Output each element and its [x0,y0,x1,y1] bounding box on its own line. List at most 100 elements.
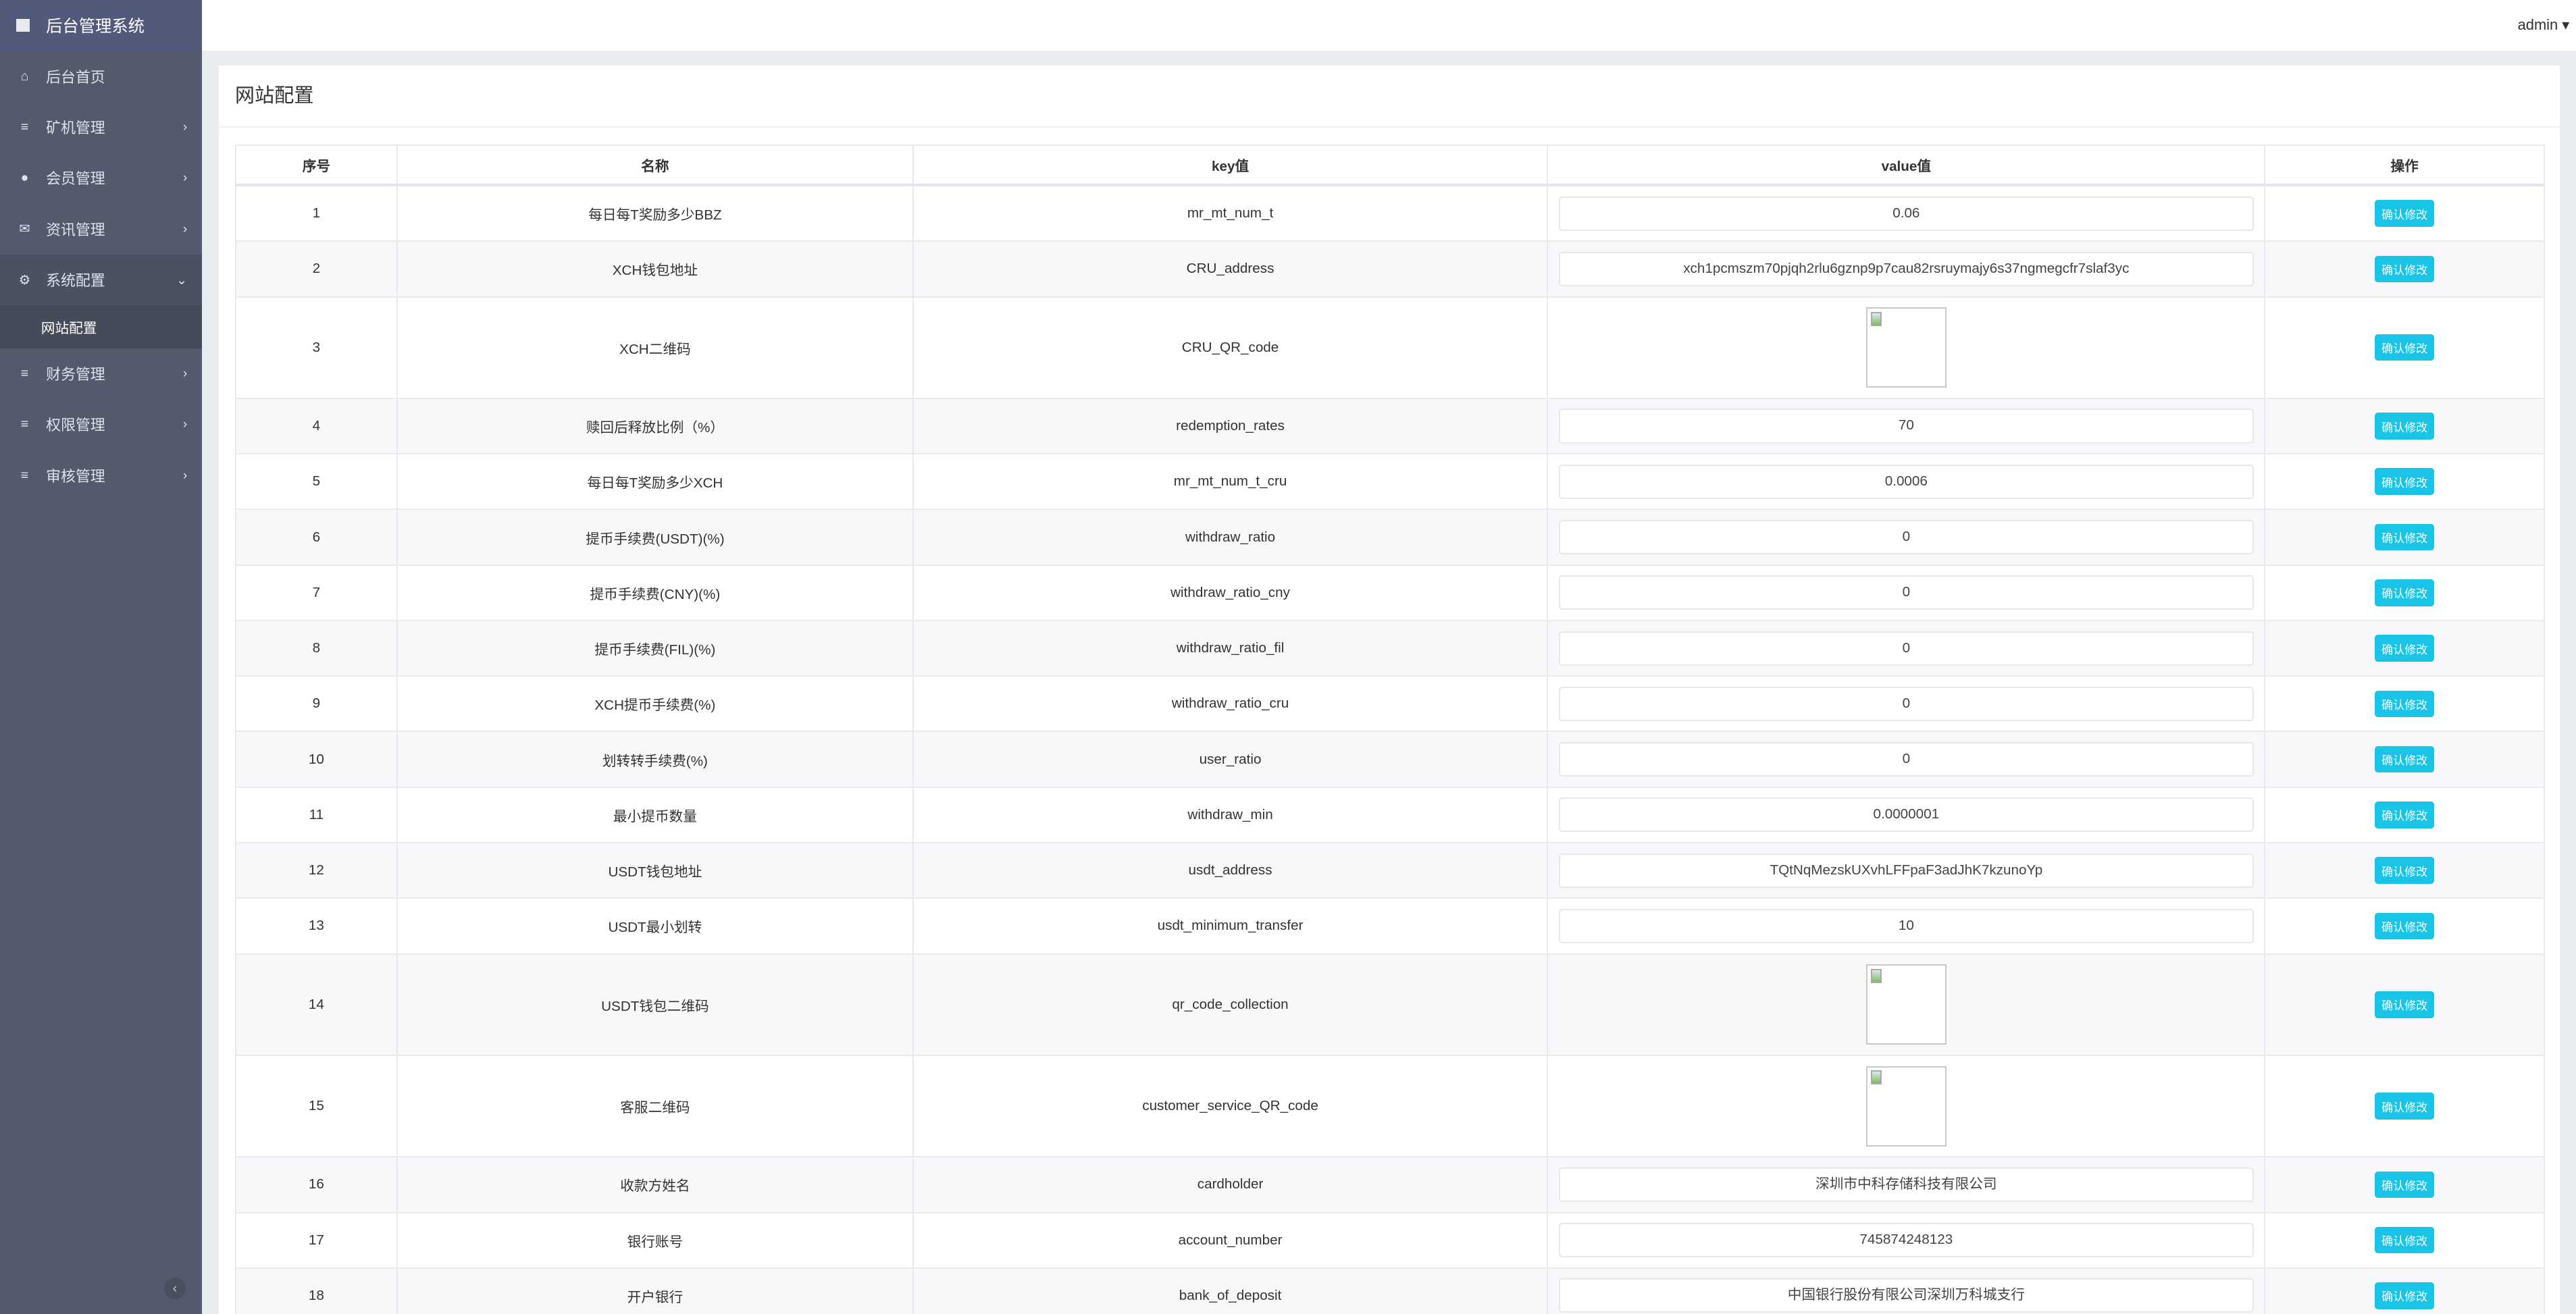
sidebar-item-0[interactable]: ⌂ 后台首页 [0,51,202,101]
row-action: 确认修改 [2264,296,2545,399]
row-key: customer_service_QR_code [912,1054,1549,1158]
row-key: bank_of_deposit [912,1267,1549,1314]
row-action: 确认修改 [2264,240,2545,298]
confirm-edit-button[interactable]: 确认修改 [2375,635,2434,662]
sidebar-subitem-website-config[interactable]: 网站配置 [0,305,203,348]
app-title: 后台管理系统 [46,18,145,36]
row-number: 1 [234,184,398,242]
value-input[interactable]: 10 [1558,908,2254,943]
chevron-right-icon: › [182,467,188,483]
row-name: 客服二维码 [396,1054,914,1158]
value-input[interactable]: 70 [1558,409,2254,444]
header-row: 序号 名称 key值 value值 操作 [234,144,2545,186]
confirm-edit-button[interactable]: 确认修改 [2375,991,2434,1018]
collapse-sidebar-button[interactable]: ‹ [164,1278,186,1300]
sidebar-item-1[interactable]: ≡ 矿机管理 › [0,102,202,153]
confirm-edit-button[interactable]: 确认修改 [2375,523,2434,551]
value-input[interactable]: 0 [1558,520,2254,555]
value-input[interactable]: 745874248123 [1558,1223,2254,1258]
row-key: withdraw_ratio_fil [912,619,1549,677]
brand: 后台管理系统 [0,0,203,51]
sidebar-item-label: 资讯管理 [46,221,105,238]
sidebar-item-6[interactable]: ≡ 权限管理 › [0,399,202,450]
row-action: 确认修改 [2264,397,2545,455]
sidebar-item-4[interactable]: ⚙ 系统配置 ⌄ [0,254,203,306]
confirm-edit-button[interactable]: 确认修改 [2375,334,2434,361]
confirm-edit-button[interactable]: 确认修改 [2375,690,2434,718]
broken-image-icon [1870,968,1882,983]
row-number: 8 [234,619,398,677]
row-action: 确认修改 [2264,675,2545,733]
confirm-edit-button[interactable]: 确认修改 [2375,468,2434,496]
row-key: redemption_rates [912,397,1549,455]
confirm-edit-button[interactable]: 确认修改 [2375,413,2434,440]
confirm-edit-button[interactable]: 确认修改 [2375,857,2434,884]
row-value-cell: 70 [1547,397,2266,455]
row-number: 4 [234,397,398,455]
confirm-edit-button[interactable]: 确认修改 [2375,745,2434,773]
broken-image-icon [1870,1070,1882,1085]
row-name: USDT钱包二维码 [396,953,914,1056]
row-name: 提币手续费(USDT)(%) [396,508,914,566]
row-key: account_number [912,1211,1549,1269]
config-table: 序号 名称 key值 value值 操作 1 每日每T奖励多少BBZ mr_mt_num_t… [234,144,2545,1314]
value-input[interactable]: TQtNqMezskUXvhLFFpaF3adJhK7kzunoYp [1558,853,2254,888]
row-name: USDT钱包地址 [396,842,914,899]
row-name: 开户银行 [396,1267,914,1314]
sidebar-item-label: 审核管理 [46,467,105,485]
confirm-edit-button[interactable]: 确认修改 [2375,1226,2434,1254]
value-input[interactable]: 0.0006 [1558,464,2254,499]
value-input[interactable]: xch1pcmszm70pjqh2rlu6gznp9p7cau82rsruyma… [1558,251,2254,286]
row-key: withdraw_ratio_cru [912,675,1549,733]
row-number: 6 [234,508,398,566]
row-action: 确认修改 [2264,1156,2545,1213]
row-value-cell: 0 [1547,675,2266,733]
table-row: 14 USDT钱包二维码 qr_code_collection 确认修改 [234,953,2545,1056]
user-menu[interactable]: admin ▾ [2518,16,2570,34]
row-value-cell: xch1pcmszm70pjqh2rlu6gznp9p7cau82rsruyma… [1547,240,2266,298]
confirm-edit-button[interactable]: 确认修改 [2375,1093,2434,1120]
value-input[interactable]: 0.0000001 [1558,797,2254,833]
row-number: 13 [234,897,398,955]
row-number: 18 [234,1267,398,1314]
confirm-edit-button[interactable]: 确认修改 [2375,255,2434,283]
value-input[interactable]: 0 [1558,631,2254,666]
row-number: 3 [234,296,398,399]
column-header: value值 [1547,144,2266,186]
row-key: withdraw_ratio [912,508,1549,566]
sidebar-menu: ⌂ 后台首页 ≡ 矿机管理 › ● 会员管理 › ✉ 资讯管理 › ⚙ 系统配置 ⌄ 网站配置 ≡ 财务管理 › ≡… [0,51,203,500]
confirm-edit-button[interactable]: 确认修改 [2375,200,2434,227]
sidebar-item-3[interactable]: ✉ 资讯管理 › [0,204,202,255]
value-input[interactable]: 0 [1558,742,2254,777]
confirm-edit-button[interactable]: 确认修改 [2375,912,2434,940]
row-value-cell: 0 [1547,731,2266,788]
row-action: 确认修改 [2264,786,2545,843]
confirm-edit-button[interactable]: 确认修改 [2375,801,2434,829]
sidebar-item-5[interactable]: ≡ 财务管理 › [0,348,202,399]
page-title: 网站配置 [218,65,2560,128]
row-name: 收款方姓名 [396,1156,914,1213]
value-input[interactable]: 0 [1558,575,2254,610]
row-name: XCH二维码 [396,296,914,399]
row-key: qr_code_collection [912,953,1549,1056]
confirm-edit-button[interactable]: 确认修改 [2375,579,2434,606]
sidebar-item-7[interactable]: ≡ 审核管理 › [0,450,202,500]
list-icon: ≡ [20,417,29,432]
row-action: 确认修改 [2264,1054,2545,1158]
value-input[interactable]: 0 [1558,686,2254,721]
row-key: mr_mt_num_t [912,184,1549,242]
row-action: 确认修改 [2264,953,2545,1056]
sidebar-item-label: 系统配置 [46,272,105,290]
table-row: 8 提币手续费(FIL)(%) withdraw_ratio_fil 0 确认修改 [234,619,2545,677]
row-name: 最小提币数量 [396,786,914,843]
sidebar-item-label: 会员管理 [46,170,105,188]
sidebar-item-2[interactable]: ● 会员管理 › [0,153,202,203]
row-name: 每日每T奖励多少XCH [396,453,914,510]
confirm-edit-button[interactable]: 确认修改 [2375,1171,2434,1199]
value-input[interactable]: 深圳市中科存储科技有限公司 [1558,1167,2254,1202]
confirm-edit-button[interactable]: 确认修改 [2375,1282,2434,1309]
value-input[interactable]: 0.06 [1558,196,2254,231]
value-input[interactable]: 中国银行股份有限公司深圳万科城支行 [1558,1278,2254,1313]
table-row: 18 开户银行 bank_of_deposit 中国银行股份有限公司深圳万科城支行 确认… [234,1267,2545,1314]
table-row: 4 赎回后释放比例（%） redemption_rates 70 确认修改 [234,397,2545,455]
